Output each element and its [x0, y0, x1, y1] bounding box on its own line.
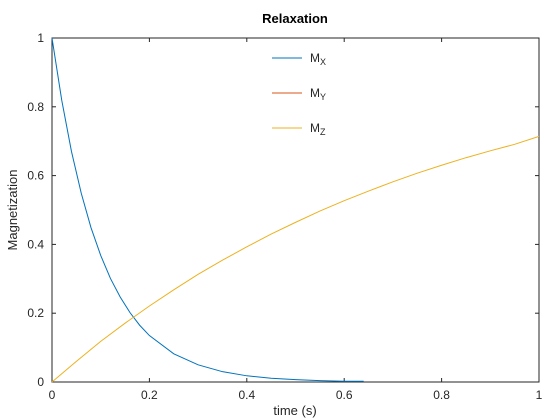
y-tick-label: 1: [37, 31, 44, 45]
chart-title: Relaxation: [262, 11, 328, 26]
y-tick-label: 0.8: [27, 100, 44, 114]
y-tick-label: 0.4: [27, 237, 44, 251]
series-line-mx: [51, 37, 364, 382]
x-tick-label: 0.6: [336, 388, 353, 402]
legend-label: MZ: [310, 121, 326, 137]
x-tick-label: 0.8: [433, 388, 450, 402]
y-axis-label: Magnetization: [5, 170, 20, 251]
x-tick-label: 0.2: [141, 388, 158, 402]
legend-entry-mz: MZ: [272, 121, 326, 137]
y-tick-label: 0.6: [27, 169, 44, 183]
legend-label: MX: [310, 51, 326, 67]
series-line-mz: [51, 135, 540, 383]
y-tick-label: 0.2: [27, 306, 44, 320]
legend-entry-mx: MX: [272, 51, 326, 67]
x-tick-label: 0: [49, 388, 56, 402]
axis-ticks: 0 0.2 0.4 0.6 0.8 1 0 0.2 0.4 0.6 0.8 1: [27, 31, 542, 402]
legend-label: MY: [310, 86, 326, 102]
x-axis-label: time (s): [273, 403, 316, 418]
y-tick-label: 0: [37, 375, 44, 389]
series-lines: [51, 37, 540, 383]
plot-area: [51, 37, 540, 383]
x-tick-label: 1: [536, 388, 543, 402]
legend-entry-my: MY: [272, 86, 326, 102]
legend: MX MY MZ: [272, 51, 326, 137]
x-tick-label: 0.4: [238, 388, 255, 402]
